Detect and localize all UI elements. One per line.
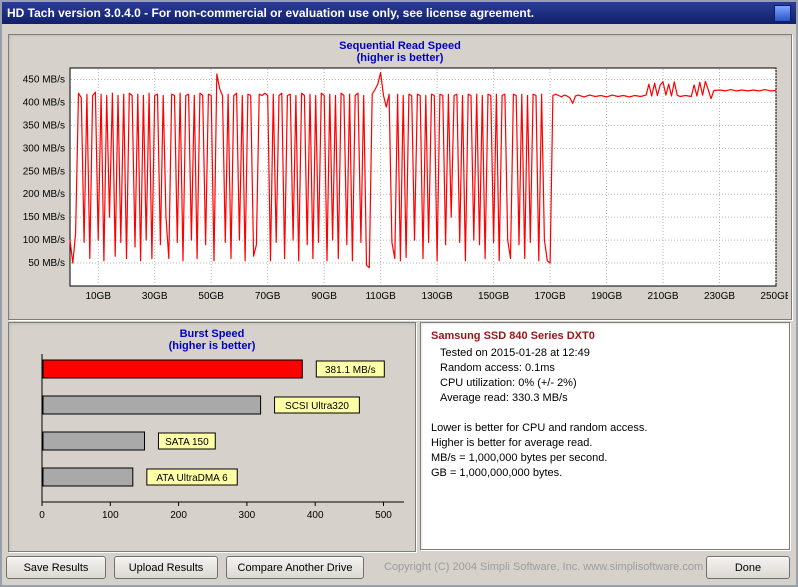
svg-text:0: 0 xyxy=(39,510,45,521)
sequential-chart-subtitle: (higher is better) xyxy=(356,52,444,64)
note-cpu-random: Lower is better for CPU and random acces… xyxy=(431,422,648,434)
svg-text:30GB: 30GB xyxy=(142,291,168,302)
svg-text:50GB: 50GB xyxy=(198,291,224,302)
burst-chart-title: Burst Speed xyxy=(179,328,245,340)
done-button[interactable]: Done xyxy=(706,556,790,579)
svg-text:200 MB/s: 200 MB/s xyxy=(23,189,65,200)
sequential-read-panel: Sequential Read Speed (higher is better)… xyxy=(8,34,792,320)
upload-results-button[interactable]: Upload Results xyxy=(114,556,218,579)
title-bar: HD Tach version 3.0.4.0 - For non-commer… xyxy=(2,2,796,24)
svg-text:ATA UltraDMA 6: ATA UltraDMA 6 xyxy=(156,473,228,484)
svg-text:130GB: 130GB xyxy=(422,291,453,302)
cpu-utilization: CPU utilization: 0% (+/- 2%) xyxy=(440,377,577,389)
burst-speed-panel: Burst Speed (higher is better) 0 100 200 30… xyxy=(8,322,416,552)
svg-text:100 MB/s: 100 MB/s xyxy=(23,235,65,246)
svg-text:SCSI Ultra320: SCSI Ultra320 xyxy=(285,401,349,412)
tested-on: Tested on 2015-01-28 at 12:49 xyxy=(440,347,590,359)
svg-text:300 MB/s: 300 MB/s xyxy=(23,143,65,154)
note-gb-definition: GB = 1,000,000,000 bytes. xyxy=(431,467,563,479)
note-mbs-definition: MB/s = 1,000,000 bytes per second. xyxy=(431,452,608,464)
burst-chart-subtitle: (higher is better) xyxy=(168,340,256,352)
sequential-read-chart: 50 MB/s 100 MB/s 150 MB/s 200 MB/s 250 MB/s 3… xyxy=(23,67,788,302)
info-notes: Lower is better for CPU and random acces… xyxy=(431,421,779,481)
compare-another-drive-button[interactable]: Compare Another Drive xyxy=(226,556,364,579)
note-average-read: Higher is better for average read. xyxy=(431,437,593,449)
svg-text:70GB: 70GB xyxy=(255,291,281,302)
window-control-icon[interactable] xyxy=(774,4,791,22)
average-read: Average read: 330.3 MB/s xyxy=(440,392,568,404)
window-title: HD Tach version 3.0.4.0 - For non-commer… xyxy=(7,6,535,20)
results-info-panel: Samsung SSD 840 Series DXT0 Tested on 20… xyxy=(420,322,790,550)
svg-text:SATA 150: SATA 150 xyxy=(165,437,209,448)
svg-text:190GB: 190GB xyxy=(591,291,622,302)
svg-text:400: 400 xyxy=(307,510,324,521)
svg-text:250 MB/s: 250 MB/s xyxy=(23,166,65,177)
svg-text:300: 300 xyxy=(239,510,256,521)
svg-text:381.1 MB/s: 381.1 MB/s xyxy=(325,365,376,376)
sequential-chart-title: Sequential Read Speed xyxy=(339,40,461,52)
svg-text:150GB: 150GB xyxy=(478,291,509,302)
svg-text:500: 500 xyxy=(375,510,392,521)
client-area: Sequential Read Speed (higher is better)… xyxy=(2,24,796,585)
svg-text:90GB: 90GB xyxy=(311,291,337,302)
svg-text:150 MB/s: 150 MB/s xyxy=(23,212,65,223)
svg-text:50 MB/s: 50 MB/s xyxy=(28,258,65,269)
save-results-button[interactable]: Save Results xyxy=(6,556,106,579)
svg-text:450 MB/s: 450 MB/s xyxy=(23,74,65,85)
svg-text:400 MB/s: 400 MB/s xyxy=(23,97,65,108)
svg-text:210GB: 210GB xyxy=(647,291,678,302)
drive-name: Samsung SSD 840 Series DXT0 xyxy=(431,330,595,342)
svg-text:350 MB/s: 350 MB/s xyxy=(23,120,65,131)
svg-text:230GB: 230GB xyxy=(704,291,735,302)
svg-text:110GB: 110GB xyxy=(365,291,396,302)
svg-text:170GB: 170GB xyxy=(535,291,566,302)
svg-text:200: 200 xyxy=(170,510,187,521)
svg-text:100: 100 xyxy=(102,510,119,521)
random-access: Random access: 0.1ms xyxy=(440,362,555,374)
copyright-text: Copyright (C) 2004 Simpli Software, Inc.… xyxy=(384,561,704,573)
burst-speed-chart: 0 100 200 300 400 500 381.1 MB/s SCSI Ultra320 S… xyxy=(39,354,404,521)
svg-text:10GB: 10GB xyxy=(85,291,111,302)
